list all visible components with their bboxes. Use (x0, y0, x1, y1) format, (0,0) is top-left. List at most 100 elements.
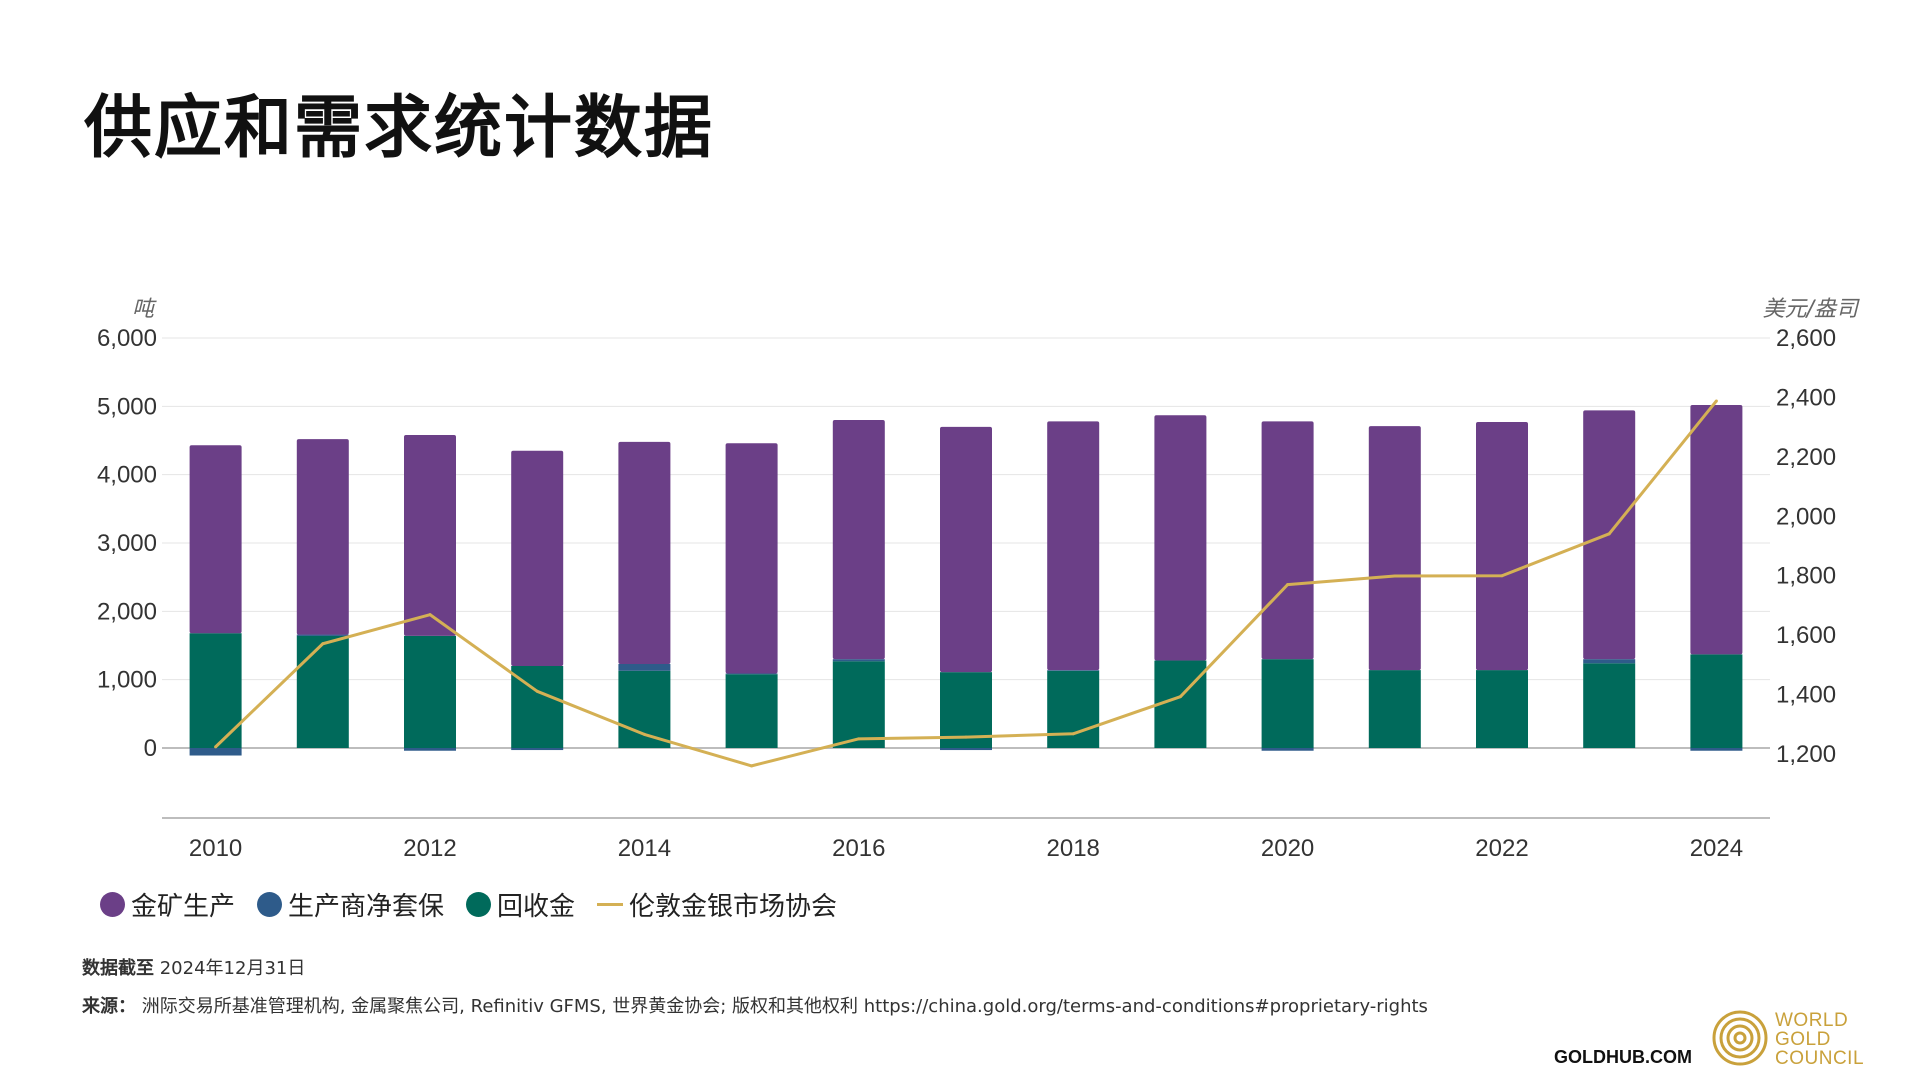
bar-net-hedging (404, 748, 456, 751)
bar-mine-production (511, 450, 564, 666)
bar-recycled-gold (725, 674, 778, 748)
y-right-tick-label: 1,400 (1776, 682, 1836, 709)
bar-mine-production (725, 443, 778, 674)
bar-recycled-gold (1476, 670, 1528, 748)
bar-net-hedging (725, 673, 778, 675)
price-point (750, 764, 754, 768)
y-right-tick-label: 1,200 (1776, 741, 1836, 768)
bar-recycled-gold (1583, 663, 1636, 748)
legend-item-lbma-price: 伦敦金银市场协会 (597, 886, 837, 923)
bar-net-hedging (1261, 748, 1314, 751)
price-point (1393, 574, 1397, 578)
price-point (1286, 583, 1290, 587)
price-point (857, 737, 861, 741)
price-point (1178, 695, 1182, 699)
logo-line: WORLD (1775, 1010, 1849, 1031)
price-point (214, 745, 218, 749)
x-tick-label: 2022 (1475, 835, 1528, 862)
bar-mine-production (189, 445, 242, 634)
bar-net-hedging (832, 659, 885, 662)
bar-mine-production (1261, 421, 1314, 660)
world-gold-council-wordmark: WORLD GOLD COUNCIL (1775, 1011, 1864, 1068)
bar-net-hedging (296, 634, 349, 636)
price-point (964, 735, 968, 739)
bar-mine-production (1154, 415, 1207, 661)
bar-net-hedging (618, 663, 671, 671)
bar-net-hedging (1583, 659, 1636, 664)
logo-line: COUNCIL (1775, 1048, 1865, 1069)
y-right-tick-label: 2,200 (1776, 444, 1836, 471)
y-right-tick-label: 2,400 (1776, 384, 1836, 411)
bar-mine-production (940, 426, 992, 673)
legend-item-net-producer-hedging: 生产商净套保 (257, 886, 444, 923)
bar-recycled-gold (404, 635, 456, 748)
x-tick-label: 2014 (618, 835, 671, 862)
y-left-tick-label: 1,000 (97, 667, 157, 694)
bar-net-hedging (189, 748, 242, 756)
bar-net-hedging (1690, 748, 1743, 751)
bar-mine-production (1476, 422, 1528, 671)
data-date-note: 数据截至 2024年12月31日 (82, 954, 305, 980)
bar-net-hedging (1047, 670, 1100, 671)
source-text: 洲际交易所基准管理机构, 金属聚焦公司, Refinitiv GFMS, 世界黄… (141, 996, 1428, 1017)
x-tick-label: 2020 (1261, 835, 1314, 862)
y-right-tick-label: 1,800 (1776, 563, 1836, 590)
x-tick-label: 2012 (403, 835, 456, 862)
y-left-tick-label: 2,000 (97, 598, 157, 625)
price-point (535, 689, 539, 693)
legend-label: 回收金 (497, 892, 576, 922)
bar-recycled-gold (1154, 660, 1207, 748)
axes: 6,000 5,000 4,000 3,000 2,000 1,000 0 2,600 2,40… (97, 325, 1836, 862)
date-value: 2024年12月31日 (159, 958, 306, 979)
bar-recycled-gold (832, 661, 885, 748)
bar-recycled-gold (618, 670, 671, 748)
legend-marker (466, 892, 492, 917)
bar-mine-production (1368, 426, 1421, 671)
x-tick-label: 2024 (1690, 835, 1743, 862)
source-label: 来源： (82, 996, 136, 1017)
legend-label: 金矿生产 (131, 892, 236, 922)
page-title: 供应和需求统计数据 (84, 89, 715, 168)
price-point (1714, 399, 1718, 403)
x-tick-label: 2016 (832, 835, 885, 862)
goldhub-link[interactable]: GOLDHUB.COM (1554, 1047, 1692, 1067)
logo-line: GOLD (1775, 1029, 1831, 1050)
y-right-tick-label: 2,000 (1776, 503, 1836, 530)
legend-marker (597, 903, 624, 906)
bar-recycled-gold (1047, 670, 1100, 748)
bar-recycled-gold (1261, 659, 1314, 748)
x-tick-label: 2018 (1047, 835, 1100, 862)
bar-mine-production (1047, 421, 1100, 671)
bar-recycled-gold (1690, 654, 1743, 748)
y-left-tick-label: 6,000 (97, 325, 157, 352)
bar-mine-production (618, 441, 671, 664)
bar-mine-production (296, 439, 349, 635)
price-point (1500, 574, 1504, 578)
price-line-series (214, 399, 1718, 768)
price-point (642, 732, 646, 736)
y-left-tick-label: 5,000 (97, 393, 157, 420)
legend-marker (100, 892, 125, 917)
legend-item-recycled-gold: 回收金 (466, 886, 575, 923)
y-left-axis-label: 吨 (132, 297, 157, 322)
date-label: 数据截至 (82, 958, 154, 979)
price-point (1071, 732, 1075, 736)
bar-net-hedging (511, 748, 564, 751)
y-left-tick-label: 3,000 (97, 530, 157, 557)
y-right-axis-label: 美元/盎司 (1763, 297, 1860, 322)
x-tick-label: 2010 (189, 835, 242, 862)
y-left-tick-label: 4,000 (97, 462, 157, 489)
bar-mine-production (1690, 404, 1743, 655)
legend-label: 伦敦金银市场协会 (629, 892, 838, 922)
bar-mine-production (832, 420, 885, 660)
price-point (321, 642, 325, 646)
world-gold-council-logo-icon (1712, 1010, 1768, 1066)
legend-item-gold-mine-production: 金矿生产 (100, 886, 235, 923)
y-left-tick-label: 0 (144, 735, 157, 762)
price-point (428, 613, 432, 617)
bar-mine-production (404, 435, 456, 636)
price-point (1607, 532, 1611, 536)
legend-label: 生产商净套保 (288, 892, 445, 922)
bar-recycled-gold (296, 635, 349, 748)
